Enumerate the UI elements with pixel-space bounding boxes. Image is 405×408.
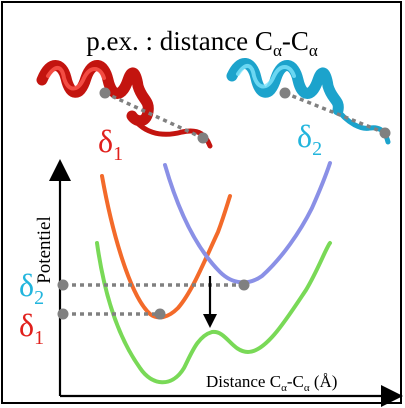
x-axis-label: Distance Cα-Cα (Å) <box>206 372 337 394</box>
down-arrow-head <box>203 314 217 328</box>
atom-marker <box>99 87 111 99</box>
protein-label-delta2: δ2 <box>297 118 322 160</box>
atom-marker <box>379 127 391 139</box>
atom-marker <box>279 87 291 99</box>
curve-orange <box>100 174 232 320</box>
level-label-delta1: δ1 <box>19 307 44 349</box>
curve-blue <box>163 161 332 285</box>
level-marker <box>57 308 69 320</box>
level-marker <box>238 279 250 291</box>
distance-line-red <box>104 91 204 140</box>
protein-label-delta1: δ1 <box>98 123 123 165</box>
y-axis-label: Potentiel <box>34 216 55 284</box>
distance-line-cyan <box>284 91 386 135</box>
title: p.ex. : distance Cα-Cα <box>86 26 318 60</box>
level-label-delta2: δ2 <box>19 267 44 309</box>
protein-helix-red <box>36 60 213 149</box>
level-marker <box>154 308 166 320</box>
atom-marker <box>197 132 209 144</box>
level-marker <box>57 279 69 291</box>
curve-green <box>95 241 332 385</box>
